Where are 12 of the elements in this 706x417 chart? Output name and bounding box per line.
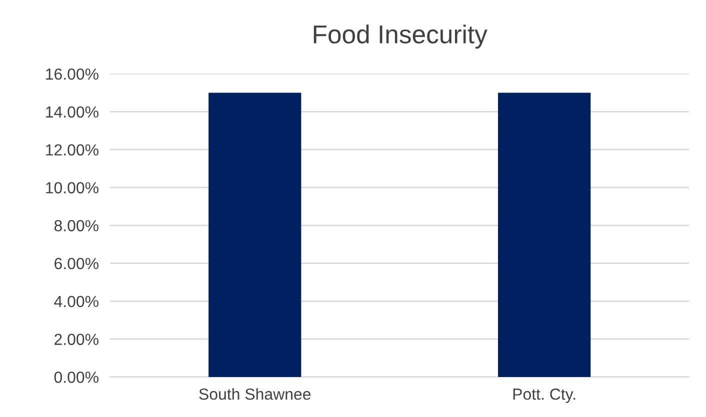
y-tick-label: 6.00% — [54, 258, 98, 270]
y-tick-label: 0.00% — [54, 372, 98, 383]
chart-title: Food Insecurity — [314, 24, 488, 49]
y-tick-label: 8.00% — [54, 220, 98, 232]
x-tick-label: Pott. Cty. — [513, 388, 576, 403]
y-tick-label: 14.00% — [46, 106, 98, 118]
y-tick-label: 4.00% — [54, 296, 98, 308]
y-tick-label: 10.00% — [46, 182, 98, 194]
y-tick-label: 16.00% — [46, 68, 98, 80]
y-tick-label: 2.00% — [54, 334, 98, 346]
y-tick-label: 12.00% — [46, 144, 98, 156]
x-tick-label: South Shawnee — [199, 388, 311, 400]
